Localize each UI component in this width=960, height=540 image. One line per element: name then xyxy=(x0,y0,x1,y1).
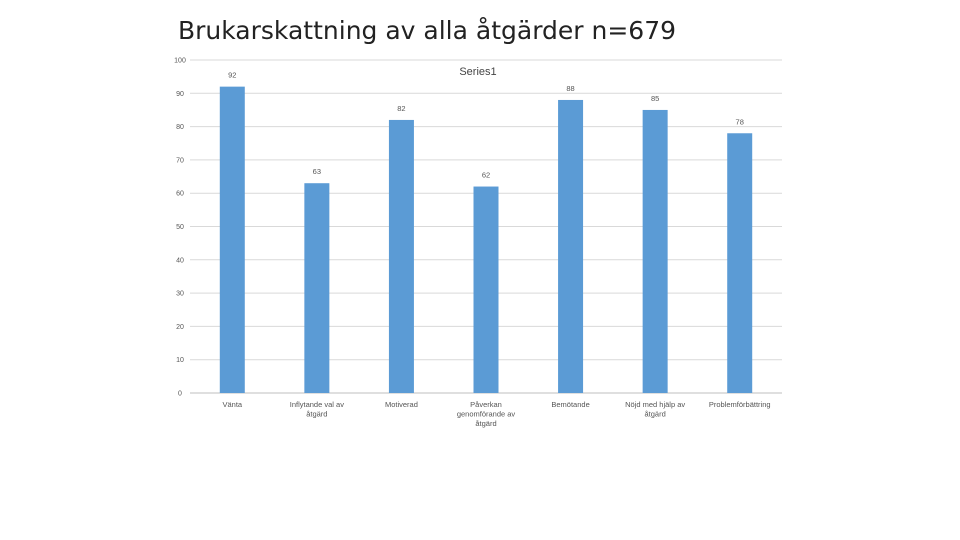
data-label: 85 xyxy=(651,94,659,103)
chart-title: Brukarskattning av alla åtgärder n=679 xyxy=(178,16,677,45)
category-label: Inflytande val av åtgärd xyxy=(290,400,344,419)
y-tick-label: 20 xyxy=(176,324,184,331)
y-tick-label: 0 xyxy=(178,391,182,398)
data-label: 63 xyxy=(313,167,321,176)
y-tick-label: 40 xyxy=(176,257,184,264)
bar xyxy=(304,183,330,393)
category-label: Nöjd med hjälp av åtgärd xyxy=(625,400,685,419)
data-label: 92 xyxy=(228,71,236,80)
bar xyxy=(558,99,584,394)
y-tick-label: 100 xyxy=(174,58,186,65)
bar xyxy=(473,186,499,393)
y-tick-label: 80 xyxy=(176,124,184,131)
bar xyxy=(388,119,414,393)
y-tick-label: 90 xyxy=(176,91,184,98)
y-tick-label: 60 xyxy=(176,191,184,198)
bar xyxy=(219,86,245,393)
category-label: Påverkan genomförande av åtgärd xyxy=(457,400,516,428)
legend-entry-series1: Series1 xyxy=(459,66,496,78)
category-label: Vänta xyxy=(222,400,242,409)
data-labels: 92 63 82 62 88 85 78 xyxy=(228,71,744,180)
bars xyxy=(219,86,753,394)
y-tick-label: 70 xyxy=(176,157,184,164)
y-tick-label: 50 xyxy=(176,224,184,231)
bar xyxy=(642,109,668,393)
category-label: Bemötande xyxy=(551,400,589,409)
data-label: 88 xyxy=(566,84,574,93)
data-label: 62 xyxy=(482,171,490,180)
category-label: Motiverad xyxy=(385,400,418,409)
data-label: 82 xyxy=(397,104,405,113)
category-labels: Vänta Inflytande val av åtgärd Motiverad Påv… xyxy=(222,400,770,428)
category-label: Problemförbättring xyxy=(709,400,771,409)
data-label: 78 xyxy=(736,117,744,126)
y-tick-label: 10 xyxy=(176,357,184,364)
bar xyxy=(727,133,753,393)
y-tick-label: 30 xyxy=(176,291,184,298)
y-axis-ticks: 0 10 20 30 40 50 60 70 80 90 100 xyxy=(174,58,186,398)
